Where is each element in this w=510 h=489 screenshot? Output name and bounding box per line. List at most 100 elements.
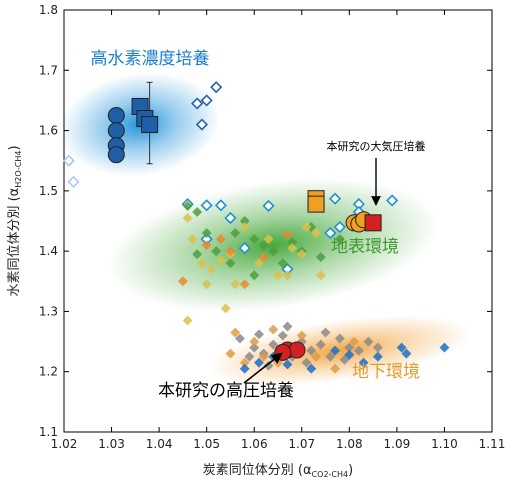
data-point-diamond [249, 270, 260, 281]
data-point-diamond [315, 339, 326, 350]
data-points [62, 81, 450, 374]
y-tick-label: 1.7 [39, 63, 58, 77]
data-point-diamond-open [328, 192, 342, 205]
data-point-diamond [330, 363, 341, 374]
data-point-diamond [301, 222, 312, 232]
data-point-diamond-open [224, 211, 237, 225]
data-point-diamond [239, 222, 250, 232]
data-point-diamond [235, 333, 245, 344]
label-subsurface: 地下環境 [352, 362, 420, 382]
data-point-diamond [325, 351, 336, 362]
data-point-diamond-open [386, 194, 399, 207]
data-point-diamond [344, 342, 355, 353]
data-point-diamond [273, 270, 283, 281]
data-point-diamond [215, 255, 226, 266]
data-point-diamond [296, 249, 307, 260]
y-axis-label: 水素同位体分別 (αH2O-CH4) [7, 145, 23, 296]
y-tick-label: 1.3 [39, 304, 58, 318]
data-point-diamond [182, 315, 193, 326]
data-point-diamond [215, 234, 226, 245]
data-point-diamond-open [281, 263, 294, 276]
x-tick-label: 1.05 [193, 437, 220, 451]
arrow-hp [243, 352, 283, 384]
data-point-diamond [182, 213, 193, 223]
data-point-diamond [182, 200, 193, 211]
data-point-diamond-open [262, 199, 275, 213]
label-hp-culture: 本研究の高圧培養 [158, 381, 294, 401]
data-point-diamond [344, 349, 355, 360]
data-point-diamond [320, 327, 331, 338]
y-tick-label: 1.5 [39, 184, 58, 198]
data-point-diamond [230, 228, 241, 239]
data-point-diamond-open [324, 226, 337, 240]
data-point-diamond [201, 228, 212, 239]
data-point-diamond [239, 357, 250, 368]
data-point-diamond [306, 345, 317, 356]
x-tick-label: 1.02 [51, 437, 78, 451]
data-point-diamond-open [62, 154, 75, 167]
data-point-diamond [334, 333, 345, 344]
data-point-diamond [249, 336, 260, 347]
data-point-diamond-open [67, 175, 80, 188]
data-point-diamond [268, 339, 279, 350]
data-point-diamond [192, 207, 203, 217]
data-point-circle [107, 146, 125, 164]
data-point-diamond [239, 279, 250, 290]
data-point-diamond-open [200, 199, 213, 212]
data-point-diamond [244, 351, 255, 362]
x-tick-label: 1.04 [146, 437, 173, 451]
data-point-diamond [282, 229, 293, 240]
data-point-diamond [358, 357, 369, 368]
y-tick-label: 1.2 [39, 365, 58, 379]
data-point-diamond [258, 240, 269, 251]
data-point-diamond [225, 348, 236, 359]
data-point-diamond [401, 348, 412, 359]
data-point-diamond [439, 342, 450, 353]
data-point-diamond [315, 252, 326, 263]
x-tick-label: 1.11 [479, 437, 506, 451]
data-point-diamond-open [200, 233, 213, 246]
data-point-diamond [201, 279, 212, 290]
data-point-diamond-open [214, 199, 228, 212]
y-tick-label: 1.4 [39, 244, 58, 258]
data-point-diamond [330, 345, 341, 356]
data-point-square [141, 116, 159, 134]
data-point-diamond [211, 246, 222, 257]
x-axis-label: 炭素同位体分別 (αCO2-CH4) [203, 463, 353, 479]
data-point-diamond [311, 228, 321, 239]
x-tick-label: 1.03 [98, 437, 125, 451]
data-point-diamond [239, 216, 250, 226]
x-tick-label: 1.07 [288, 437, 315, 451]
data-point-diamond [258, 351, 269, 362]
data-point-circle [107, 107, 125, 124]
data-point-diamond [220, 303, 231, 314]
data-point-diamond-open [195, 118, 208, 131]
data-point-diamond [372, 342, 383, 353]
data-point-diamond [239, 363, 250, 374]
data-point-diamond-open [238, 242, 251, 255]
data-point-diamond [258, 252, 269, 263]
data-point-diamond [396, 342, 407, 353]
data-point-square [307, 195, 325, 213]
data-point-diamond [363, 336, 374, 347]
data-point-diamond [372, 351, 383, 362]
data-point-diamond [353, 345, 364, 356]
data-point-diamond [306, 363, 317, 374]
data-point-diamond [249, 342, 260, 353]
data-point-square [364, 214, 382, 232]
data-point-circle [288, 341, 306, 359]
label-surface: 地表環境 [331, 237, 399, 257]
x-tick-label: 1.09 [384, 437, 411, 451]
y-tick-label: 1.8 [39, 3, 58, 17]
data-point-diamond [196, 258, 207, 269]
data-point-diamond [177, 276, 188, 287]
data-point-diamond-open [352, 198, 365, 211]
data-point-diamond [206, 264, 217, 275]
data-point-diamond [282, 321, 293, 332]
data-point-diamond [192, 249, 203, 260]
data-point-diamond [315, 270, 326, 281]
data-point-diamond-open [191, 97, 204, 110]
axes: 1.02 1.03 1.04 1.05 1.06 1.07 1.08 1.09 1.10 1.11… [7, 3, 505, 479]
